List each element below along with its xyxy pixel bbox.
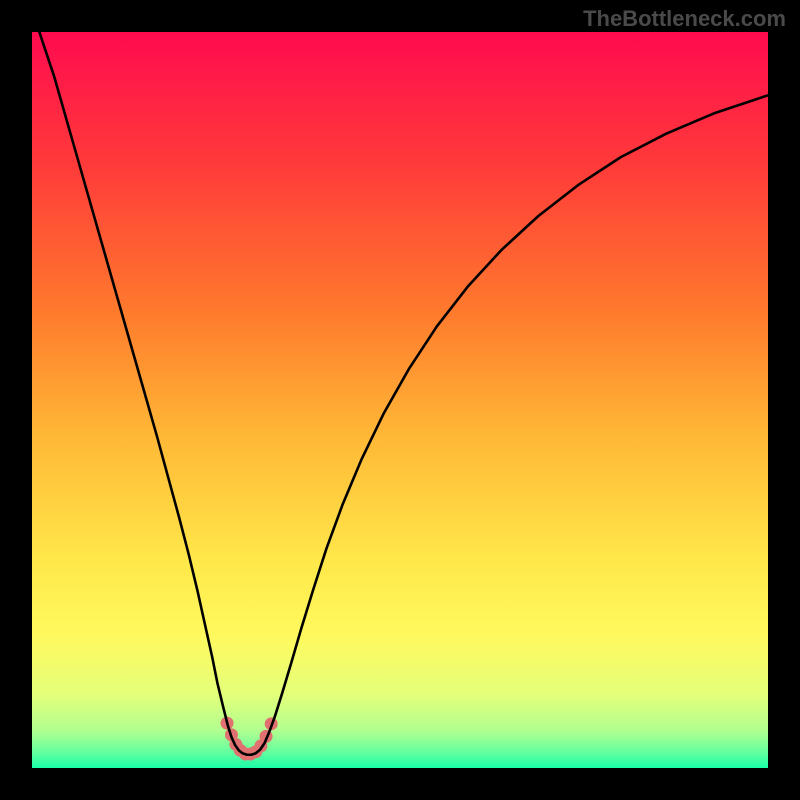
chart-container (32, 32, 768, 768)
watermark-text: TheBottleneck.com (583, 6, 786, 32)
plot-area (32, 32, 768, 768)
chart-svg (32, 32, 768, 768)
curve-path (39, 32, 768, 755)
